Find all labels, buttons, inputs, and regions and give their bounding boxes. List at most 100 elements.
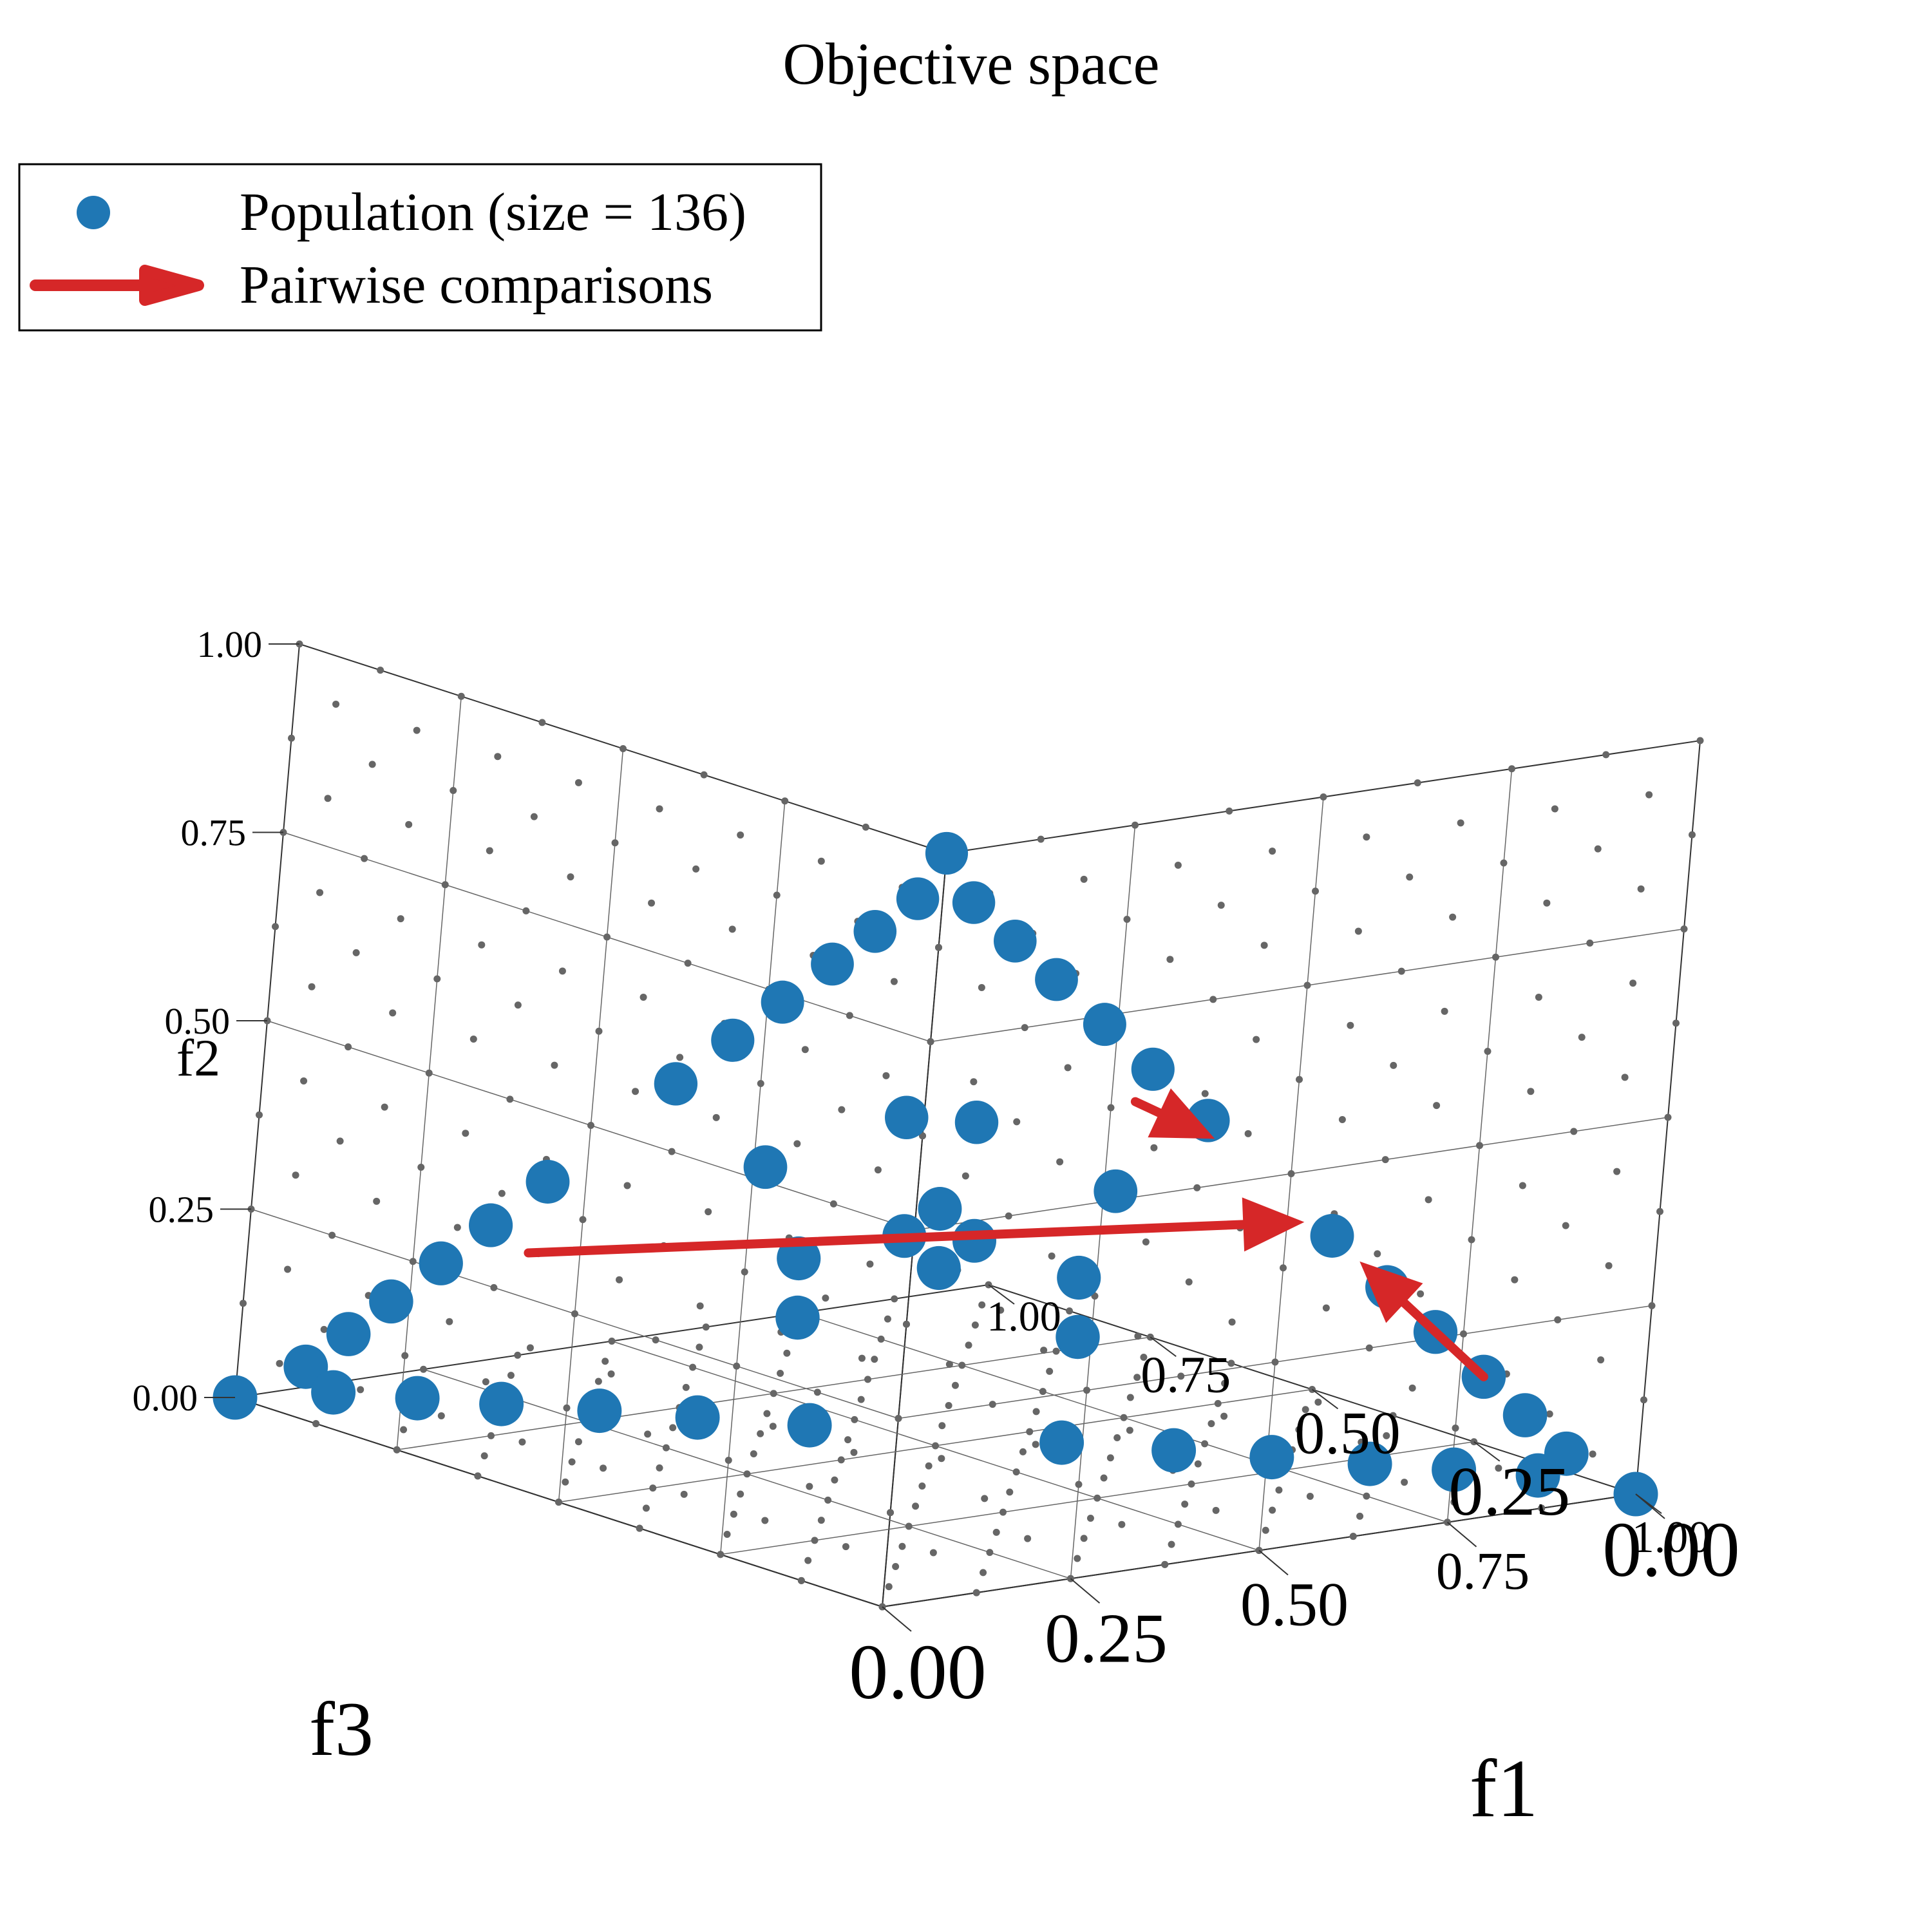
background-dot — [1221, 1379, 1229, 1387]
background-dot — [607, 1370, 615, 1378]
background-dot — [757, 1080, 764, 1087]
background-dot — [601, 1358, 609, 1365]
background-dot — [1433, 1102, 1441, 1110]
background-dot — [1280, 1264, 1287, 1272]
population-point — [469, 1203, 513, 1247]
background-dot — [1452, 1425, 1459, 1432]
population-point — [853, 910, 897, 953]
background-dot — [361, 855, 368, 862]
background-dot — [1220, 1412, 1228, 1420]
background-dot — [1383, 1432, 1390, 1439]
background-dot — [1074, 1555, 1081, 1562]
legend-arrow-label: Pairwise comparisons — [240, 255, 713, 315]
background-dot — [1303, 981, 1311, 989]
background-dot — [871, 1356, 878, 1363]
background-dot — [696, 1343, 703, 1351]
background-dot — [1201, 1440, 1209, 1448]
background-dot — [656, 805, 663, 813]
background-dot — [1594, 845, 1602, 853]
background-dot — [919, 1132, 926, 1140]
f2-tick-label: 0.75 — [181, 812, 247, 854]
background-dot — [1441, 1007, 1448, 1015]
pairwise-arrow-1 — [1130, 1097, 1164, 1118]
background-dot — [1450, 1499, 1458, 1506]
background-dot — [781, 797, 789, 805]
population-point — [711, 1018, 755, 1062]
background-dot — [866, 1260, 874, 1268]
background-dot — [757, 1430, 764, 1437]
background-dot — [401, 1352, 409, 1359]
background-dot — [723, 1531, 731, 1538]
background-dot — [705, 1208, 712, 1216]
background-dot — [935, 943, 942, 951]
background-dot — [989, 1401, 996, 1408]
background-dot — [571, 1310, 578, 1318]
f2-tick-label: 0.50 — [165, 1000, 231, 1042]
background-dot — [932, 1442, 939, 1450]
background-dot — [1013, 1118, 1021, 1126]
background-dot — [300, 1077, 308, 1084]
background-dot — [272, 923, 279, 931]
population-point — [775, 1295, 820, 1340]
legend-arrow-marker — [30, 265, 204, 306]
background-dot — [1177, 1372, 1185, 1380]
background-dot — [912, 1502, 920, 1510]
background-dot — [1589, 1450, 1596, 1458]
background-dot — [770, 1390, 777, 1397]
background-dot — [636, 1524, 643, 1532]
background-dot — [1086, 1515, 1094, 1522]
f1-tick-label: 1.00 — [1632, 1513, 1711, 1562]
background-dot — [737, 831, 744, 839]
background-dot — [925, 1462, 933, 1470]
background-dot — [639, 993, 647, 1001]
background-dot — [1406, 873, 1414, 881]
background-dot — [961, 1172, 969, 1180]
f1-tick-label: 0.00 — [849, 1629, 987, 1716]
background-dot — [1048, 1252, 1056, 1260]
background-dot — [1586, 939, 1594, 947]
background-dot — [256, 1111, 263, 1119]
background-dot — [324, 795, 332, 802]
population-point — [395, 1376, 440, 1421]
background-dot — [1397, 967, 1405, 975]
background-dot — [1080, 875, 1088, 883]
background-dot — [980, 1569, 987, 1577]
background-dot — [1320, 793, 1327, 800]
background-dot — [1066, 1307, 1074, 1315]
background-dot — [986, 1549, 994, 1557]
background-dot — [1226, 807, 1233, 815]
background-dot — [1408, 1384, 1416, 1392]
background-dot — [1193, 1184, 1201, 1191]
background-dot — [1269, 848, 1276, 855]
background-dot — [1142, 1238, 1150, 1245]
background-dot — [797, 1577, 805, 1584]
background-dot — [1562, 1222, 1569, 1229]
f1-tick-label: 0.50 — [1240, 1570, 1349, 1639]
background-dot — [312, 1420, 320, 1428]
background-dot — [558, 967, 566, 975]
background-dot — [1244, 1130, 1252, 1137]
background-dot — [425, 1069, 433, 1077]
background-dot — [689, 1363, 697, 1371]
background-dot — [1306, 1492, 1314, 1500]
background-dot — [1511, 1276, 1519, 1283]
background-dot — [1664, 1113, 1672, 1121]
background-dot — [1500, 859, 1508, 867]
background-dot — [1140, 1354, 1148, 1361]
background-dot — [1602, 751, 1610, 759]
background-dot — [662, 1444, 670, 1452]
f1-tick-mark — [882, 1606, 912, 1632]
background-dot — [1271, 1358, 1279, 1366]
background-dot — [1492, 953, 1499, 961]
background-dot — [877, 1335, 885, 1343]
background-dot — [507, 1372, 515, 1379]
background-dot — [1356, 1512, 1364, 1520]
background-dot — [420, 1365, 427, 1373]
background-dot — [804, 1557, 812, 1564]
background-dot — [1597, 1356, 1605, 1364]
population-point — [1035, 958, 1078, 1001]
population-point — [994, 920, 1037, 963]
background-dot — [724, 1457, 732, 1464]
population-point — [885, 1095, 929, 1139]
background-dot — [763, 1410, 771, 1417]
